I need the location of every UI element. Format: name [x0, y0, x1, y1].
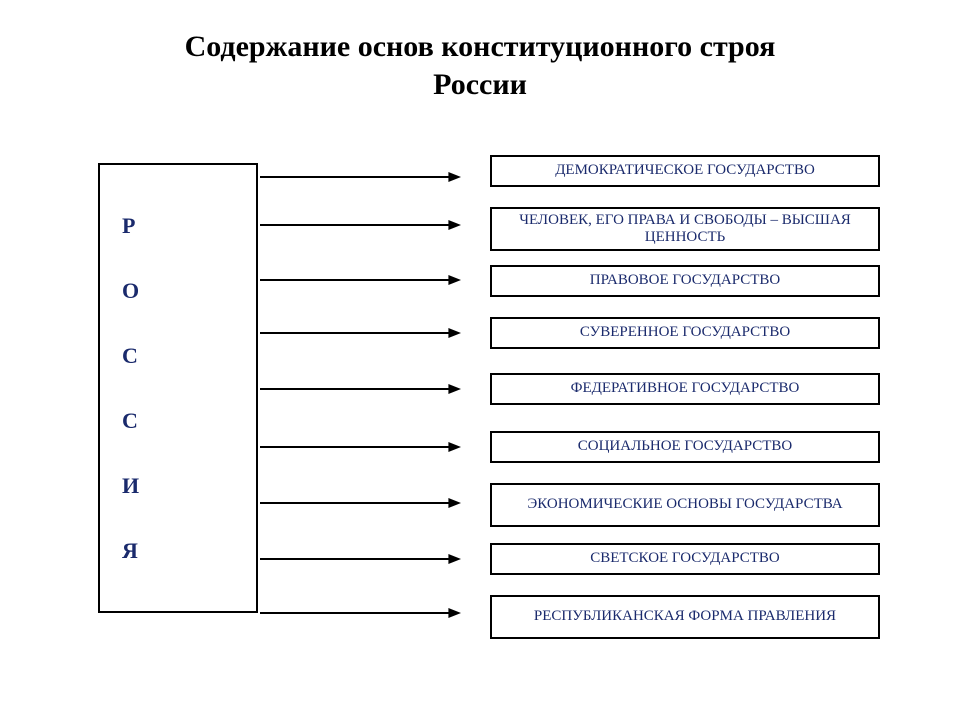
- target-box: ПРАВОВОЕ ГОСУДАРСТВО: [490, 265, 880, 297]
- arrow-head-icon: [448, 220, 461, 230]
- target-box: ЧЕЛОВЕК, ЕГО ПРАВА И СВОБОДЫ – ВЫСШАЯ ЦЕ…: [490, 207, 880, 251]
- target-box: РЕСПУБЛИКАНСКАЯ ФОРМА ПРАВЛЕНИЯ: [490, 595, 880, 639]
- target-box: СОЦИАЛЬНОЕ ГОСУДАРСТВО: [490, 431, 880, 463]
- arrow-head-icon: [448, 498, 461, 508]
- target-label: СОЦИАЛЬНОЕ ГОСУДАРСТВО: [578, 438, 793, 455]
- source-letter: Р: [122, 213, 256, 239]
- arrow-head-icon: [448, 328, 461, 338]
- target-label: ПРАВОВОЕ ГОСУДАРСТВО: [590, 272, 781, 289]
- target-label: СУВЕРЕННОЕ ГОСУДАРСТВО: [580, 324, 790, 341]
- page-title: Содержание основ конституционного строя …: [0, 0, 960, 103]
- target-box: ДЕМОКРАТИЧЕСКОЕ ГОСУДАРСТВО: [490, 155, 880, 187]
- arrow-head-icon: [448, 384, 461, 394]
- source-box-russia: Р О С С И Я: [98, 163, 258, 613]
- target-label: ЧЕЛОВЕК, ЕГО ПРАВА И СВОБОДЫ – ВЫСШАЯ ЦЕ…: [498, 212, 872, 247]
- diagram-container: Р О С С И Я ДЕМОКРАТИЧЕСКОЕ ГОСУДАРСТВО Ч…: [0, 145, 960, 705]
- arrow-head-icon: [448, 554, 461, 564]
- arrow-head-icon: [448, 275, 461, 285]
- arrow-head-icon: [448, 608, 461, 618]
- arrow-head-icon: [448, 172, 461, 182]
- target-label: ФЕДЕРАТИВНОЕ ГОСУДАРСТВО: [571, 380, 800, 397]
- target-label: ЭКОНОМИЧЕСКИЕ ОСНОВЫ ГОСУДАРСТВА: [527, 496, 842, 513]
- source-letter: С: [122, 343, 256, 369]
- title-line-2: России: [433, 68, 527, 101]
- target-box: ФЕДЕРАТИВНОЕ ГОСУДАРСТВО: [490, 373, 880, 405]
- target-label: ДЕМОКРАТИЧЕСКОЕ ГОСУДАРСТВО: [555, 162, 815, 179]
- target-label: СВЕТСКОЕ ГОСУДАРСТВО: [590, 550, 780, 567]
- target-box: СВЕТСКОЕ ГОСУДАРСТВО: [490, 543, 880, 575]
- source-letter: И: [122, 473, 256, 499]
- title-line-1: Содержание основ конституционного строя: [185, 30, 776, 63]
- target-box: СУВЕРЕННОЕ ГОСУДАРСТВО: [490, 317, 880, 349]
- target-box: ЭКОНОМИЧЕСКИЕ ОСНОВЫ ГОСУДАРСТВА: [490, 483, 880, 527]
- source-letter: Я: [122, 538, 256, 564]
- source-letter: О: [122, 278, 256, 304]
- arrow-head-icon: [448, 442, 461, 452]
- source-letter: С: [122, 408, 256, 434]
- target-label: РЕСПУБЛИКАНСКАЯ ФОРМА ПРАВЛЕНИЯ: [534, 608, 836, 625]
